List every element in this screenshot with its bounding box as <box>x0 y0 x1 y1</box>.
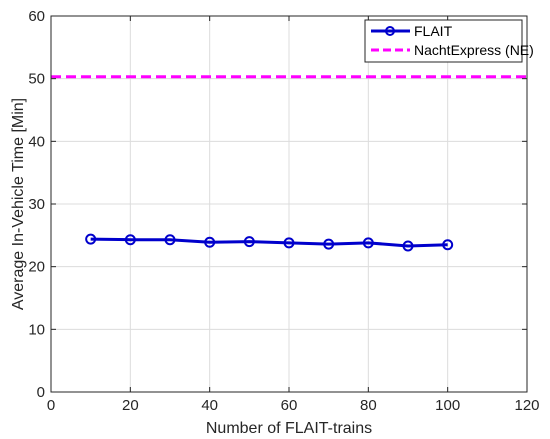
data-point-flait <box>362 237 374 249</box>
x-axis-label: Number of FLAIT-trains <box>206 420 372 437</box>
series-line-flait <box>90 237 448 248</box>
x-tick-label: 80 <box>360 397 377 414</box>
x-tick-label: 20 <box>122 397 139 414</box>
data-point-flait <box>283 237 295 249</box>
x-tick-label: 60 <box>281 397 298 414</box>
y-tick-label: 0 <box>37 384 45 401</box>
data-point-flait <box>124 234 136 246</box>
x-tick-label: 100 <box>435 397 460 414</box>
data-point-flait <box>85 233 97 245</box>
x-tick-label: 120 <box>514 397 539 414</box>
data-point-flait <box>164 234 176 246</box>
legend-label-flait: FLAIT <box>414 23 453 39</box>
data-point-flait <box>243 236 255 248</box>
x-tick-label: 0 <box>47 397 55 414</box>
y-tick-label: 10 <box>28 321 45 338</box>
y-axis-label: Average In-Vehicle Time [Min] <box>10 98 27 310</box>
y-tick-label: 20 <box>28 259 45 276</box>
legend: FLAIT NachtExpress (NE) <box>364 19 534 63</box>
x-tick-label: 40 <box>201 397 218 414</box>
data-point-flait <box>442 239 454 251</box>
y-tick-label: 60 <box>28 8 45 25</box>
grid-lines <box>51 16 527 392</box>
y-tick-label: 30 <box>28 196 45 213</box>
series-layer <box>51 75 527 252</box>
data-point-flait <box>402 240 414 252</box>
legend-marker-flait <box>385 26 395 36</box>
y-tick-label: 50 <box>28 71 45 88</box>
data-point-flait <box>323 238 335 250</box>
data-point-flait <box>204 236 216 248</box>
axis-ticks: 0 20 40 60 80 100 120 0 10 20 30 40 50 60 <box>28 8 539 414</box>
legend-label-ne: NachtExpress (NE) <box>414 42 534 58</box>
y-tick-label: 40 <box>28 133 45 150</box>
